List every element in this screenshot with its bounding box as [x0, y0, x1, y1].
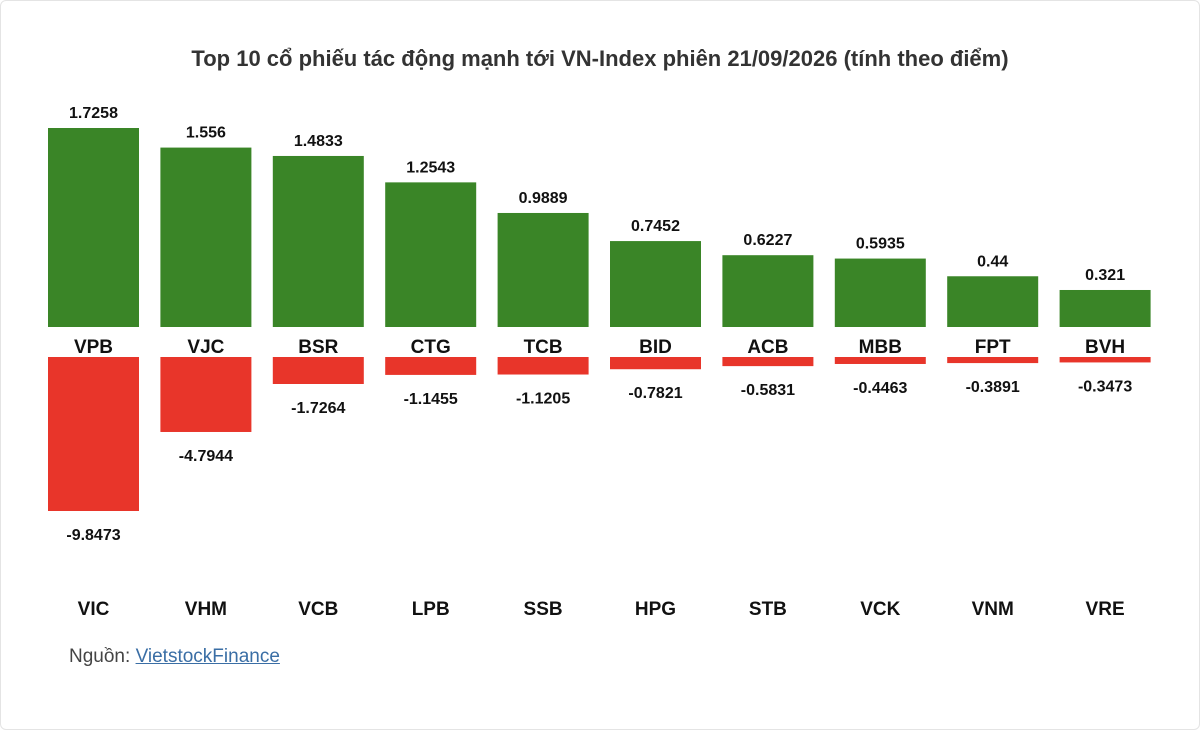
data-label-positive: 0.44: [977, 253, 1008, 270]
ticker-label-negative: VCB: [298, 599, 338, 620]
ticker-label-positive: FPT: [975, 337, 1011, 358]
data-label-negative: -1.1205: [516, 391, 570, 408]
data-label-negative: -9.8473: [66, 527, 120, 544]
bar-negative: [610, 357, 701, 370]
data-label-positive: 1.4833: [294, 133, 343, 150]
bar-negative: [947, 357, 1039, 364]
ticker-label-positive: CTG: [411, 337, 451, 358]
data-label-negative: -0.4463: [853, 380, 907, 397]
data-label-negative: -0.5831: [741, 382, 795, 399]
source-label: Nguồn:: [69, 646, 131, 667]
data-label-positive: 1.556: [186, 125, 226, 142]
source-note: Nguồn: VietstockFinance: [69, 646, 280, 668]
ticker-label-negative: LPB: [412, 599, 450, 620]
ticker-label-negative: VCK: [860, 599, 900, 620]
bar-positive: [272, 155, 364, 327]
ticker-label-positive: ACB: [747, 337, 788, 358]
bar-positive: [947, 276, 1039, 327]
bar-negative: [1059, 357, 1151, 363]
data-label-positive: 1.7258: [69, 105, 118, 122]
bar-chart: 1.7258 VPB -9.8473 VIC 1.556 VJC -4.7944 VHM 1.4…: [48, 105, 1151, 620]
data-label-positive: 0.321: [1085, 267, 1125, 284]
data-label-positive: 0.5935: [856, 236, 905, 253]
ticker-label-negative: STB: [749, 599, 787, 620]
bar-negative: [385, 357, 477, 375]
bar-negative: [834, 357, 926, 364]
ticker-label-negative: SSB: [524, 599, 563, 620]
ticker-label-negative: VNM: [972, 599, 1014, 620]
bar-positive: [1059, 289, 1151, 327]
ticker-label-positive: BVH: [1085, 337, 1125, 358]
bar-negative: [160, 357, 252, 432]
data-label-negative: -0.3473: [1078, 378, 1132, 395]
bar-positive: [48, 128, 139, 327]
data-label-positive: 0.7452: [631, 218, 680, 235]
ticker-label-positive: VJC: [187, 337, 224, 358]
ticker-label-negative: VIC: [78, 599, 110, 620]
data-label-negative: -0.7821: [628, 385, 682, 402]
source-link[interactable]: VietstockFinance: [135, 646, 280, 667]
bar-negative: [48, 357, 139, 511]
data-label-negative: -1.1455: [404, 391, 458, 408]
ticker-label-negative: VRE: [1086, 599, 1125, 620]
ticker-label-positive: VPB: [74, 337, 113, 358]
bar-positive: [497, 212, 589, 327]
ticker-label-positive: MBB: [859, 337, 902, 358]
bar-positive: [385, 182, 477, 327]
bar-positive: [160, 147, 252, 327]
bar-negative: [272, 357, 364, 384]
data-label-negative: -4.7944: [179, 448, 233, 465]
bar-negative: [722, 357, 814, 367]
chart-title: Top 10 cổ phiếu tác động mạnh tới VN-Ind…: [191, 46, 1009, 71]
data-label-negative: -0.3891: [966, 379, 1020, 396]
ticker-label-positive: TCB: [524, 337, 563, 358]
ticker-label-positive: BID: [639, 337, 672, 358]
ticker-label-positive: BSR: [298, 337, 338, 358]
bar-positive: [610, 241, 701, 327]
bar-positive: [834, 258, 926, 327]
data-label-positive: 0.6227: [743, 232, 792, 249]
ticker-label-negative: HPG: [635, 599, 676, 620]
data-label-negative: -1.7264: [291, 400, 345, 417]
ticker-label-negative: VHM: [185, 599, 227, 620]
data-label-positive: 0.9889: [519, 190, 568, 207]
data-label-positive: 1.2543: [406, 159, 455, 176]
bar-negative: [497, 357, 589, 375]
bar-positive: [722, 255, 814, 327]
